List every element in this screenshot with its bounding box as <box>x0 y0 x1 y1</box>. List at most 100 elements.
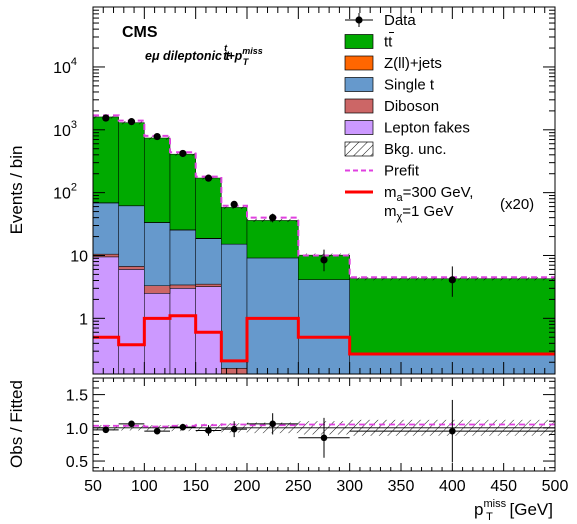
ratio-point-2 <box>153 427 161 435</box>
cms-label: CMS <box>122 24 158 41</box>
bar-tt--3 <box>169 153 196 231</box>
legend-hatch-swatch <box>344 141 374 157</box>
bar-single-t-1 <box>118 205 145 267</box>
bar-diboson-2 <box>144 285 171 294</box>
bar-single-t-6 <box>246 257 299 374</box>
ratio-point-1 <box>128 420 135 428</box>
legend-scale-label: (x20) <box>500 196 534 213</box>
ratio-y-tick-label-1: 1.0 <box>66 421 88 438</box>
bar-diboson-4 <box>195 283 222 287</box>
bar-diboson-5 <box>221 368 248 374</box>
data-point-2 <box>153 132 161 141</box>
signal-line <box>93 314 555 363</box>
data-points <box>102 114 456 297</box>
main-x-ticks <box>92 7 556 374</box>
legend-swatch-1 <box>344 34 374 49</box>
main-y-tick-label-4: 104 <box>53 56 77 77</box>
ratio-prefit-step <box>93 423 555 428</box>
data-point-8 <box>448 276 456 284</box>
ratio-y-ticks: 0.5 1.0 1.5 <box>66 380 555 471</box>
ratio-y-axis-title: Obs / Fitted <box>7 380 26 468</box>
legend-label-4: Diboson <box>384 98 439 115</box>
legend-label-0: Data <box>384 12 416 29</box>
legend-m: m <box>384 184 397 201</box>
legend: Data tt Z(ll)+jets Single t Diboson Lepton fa… <box>344 12 534 223</box>
x-tick-label-7: 400 <box>439 478 466 495</box>
ratio-points <box>93 399 555 463</box>
ratio-point-6 <box>269 420 276 428</box>
data-point-1 <box>127 118 136 126</box>
main-y-tick-base: 10 <box>53 123 71 140</box>
data-point-0 <box>102 114 110 122</box>
x-tick-label-3: 200 <box>234 478 261 495</box>
ratio-point-7 <box>320 434 328 442</box>
data-point-4 <box>204 174 213 182</box>
ratio-y-tick-label-0: 0.5 <box>66 454 88 471</box>
main-y-tick-base: 10 <box>53 186 71 203</box>
legend-label-5: Lepton fakes <box>384 120 470 137</box>
x-axis-title: pmiss T [GeV] <box>474 498 553 523</box>
bar-single-t-0 <box>93 202 119 255</box>
ratio-prefit-line <box>93 423 555 428</box>
ratio-y-tick-label-2: 1.5 <box>66 388 88 405</box>
bar-tt--1 <box>118 122 145 206</box>
legend-mass-a: =300 GeV, <box>403 184 474 201</box>
ratio-x-ticks: 50 100 150 200 250 300 350 400 450 500 <box>84 378 568 495</box>
legend-label-signal-2: mχ=1 GeV <box>384 203 454 223</box>
legend-label-1: tt <box>384 34 393 51</box>
bar-lepton-fakes-3 <box>169 288 196 374</box>
data-point-5 <box>230 200 238 208</box>
main-y-tick-label-2: 102 <box>53 182 77 203</box>
main-y-axis-title: Events / bin <box>7 146 26 235</box>
bar-tt--2 <box>144 137 171 223</box>
main-y-tick-label-0: 1 <box>79 311 88 328</box>
ratio-point-3 <box>179 423 187 431</box>
prefit-line <box>93 114 555 279</box>
ratio-point-5 <box>230 425 238 433</box>
bar-lepton-fakes-2 <box>144 293 171 374</box>
bar-lepton-fakes-0 <box>93 256 119 374</box>
legend-swatch-4 <box>344 98 374 114</box>
bar-lepton-fakes-4 <box>195 286 222 374</box>
signal-step <box>93 314 555 363</box>
bar-single-t-4 <box>195 238 222 285</box>
bar-diboson-1 <box>118 266 145 270</box>
main-y-tick-exp: 2 <box>71 182 77 194</box>
legend-data-marker <box>355 16 363 24</box>
main-y-tick-exp: 4 <box>71 56 77 68</box>
main-y-tick-base: 10 <box>53 60 71 77</box>
channel-label: eμ dileptonic tt t+pmiss T <box>145 43 263 67</box>
data-point-3 <box>179 149 187 158</box>
legend-swatch-5 <box>344 120 374 135</box>
ratio-point-4 <box>205 427 212 434</box>
legend-swatch-3 <box>344 77 374 92</box>
main-plot-frame <box>92 6 556 375</box>
bar-single-t-5 <box>221 243 248 369</box>
legend-m2: m <box>384 203 397 220</box>
data-point-7 <box>320 256 328 264</box>
legend-swatch-2 <box>344 55 374 71</box>
x-tick-label-5: 300 <box>336 478 363 495</box>
ratio-point-8 <box>449 427 456 435</box>
main-y-tick-label-3: 103 <box>53 119 77 140</box>
legend-label-7: Prefit <box>384 163 420 180</box>
x-tick-label-0: 50 <box>84 478 102 495</box>
ratio-plot: 0.51.01.5 50 100 150 200 250 300 350 400 450 500 … <box>7 377 568 523</box>
bar-lepton-fakes-1 <box>118 269 145 374</box>
bar-tt--0 <box>93 116 119 204</box>
legend-sub-chi: χ <box>397 211 403 223</box>
legend-label-6: Bkg. unc. <box>384 141 447 158</box>
legend-label-signal-1: ma=300 GeV, <box>384 184 473 204</box>
x-tick-label-9: 500 <box>542 478 569 495</box>
legend-label-2: Z(ll)+jets <box>384 55 442 72</box>
bar-tt--5 <box>221 207 248 245</box>
bar-diboson-3 <box>169 284 196 289</box>
x-tick-label-4: 250 <box>285 478 312 495</box>
x-tick-label-8: 450 <box>490 478 517 495</box>
prefit-step <box>93 114 555 279</box>
bar-single-t-3 <box>169 229 196 286</box>
bar-single-t-7 <box>298 279 350 374</box>
